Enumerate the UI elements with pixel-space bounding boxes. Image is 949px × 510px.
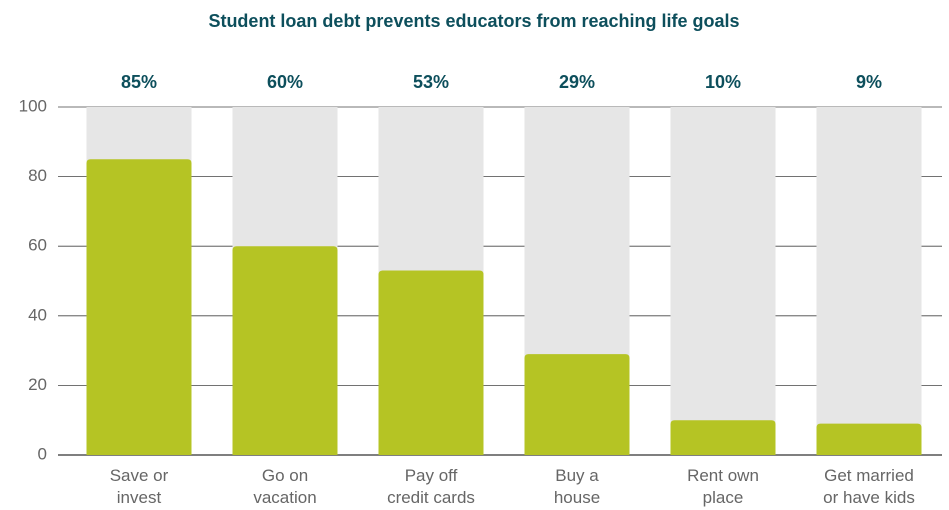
- x-tick-label-line: Pay off: [405, 466, 458, 485]
- x-tick-label-line: Go on: [262, 466, 308, 485]
- x-tick-label: Go on vacation: [253, 466, 316, 507]
- x-tick-label-line: Save or: [110, 466, 169, 485]
- y-tick-label: 20: [28, 375, 47, 394]
- x-tick-label-line: Buy a: [555, 466, 599, 485]
- x-tick-label-line: place: [703, 488, 744, 507]
- bar: [670, 420, 776, 455]
- bar-background: [670, 107, 776, 455]
- chart-title: Student loan debt prevents educators fro…: [208, 11, 739, 31]
- value-label: 85%: [121, 72, 157, 92]
- y-tick-label: 60: [28, 236, 47, 255]
- x-tick-label-line: house: [554, 488, 600, 507]
- y-tick-label: 0: [38, 444, 47, 463]
- value-label: 53%: [413, 72, 449, 92]
- x-tick-label-line: vacation: [253, 488, 316, 507]
- value-label: 9%: [856, 72, 882, 92]
- x-tick-label-line: credit cards: [387, 488, 475, 507]
- x-tick-label: Pay off credit cards: [387, 466, 475, 507]
- value-label: 29%: [559, 72, 595, 92]
- y-tick-label: 40: [28, 305, 47, 324]
- value-label: 10%: [705, 72, 741, 92]
- x-tick-label: Rent own place: [687, 466, 759, 507]
- x-tick-label-line: Rent own: [687, 466, 759, 485]
- bar: [86, 159, 192, 455]
- y-tick-label: 80: [28, 166, 47, 185]
- x-tick-label: Get married or have kids: [823, 466, 915, 507]
- bar-background: [816, 107, 922, 455]
- x-tick-label-line: invest: [117, 488, 162, 507]
- x-tick-label-line: Get married: [824, 466, 914, 485]
- bar: [232, 246, 338, 455]
- value-label: 60%: [267, 72, 303, 92]
- y-tick-label: 100: [19, 96, 47, 115]
- bar: [524, 354, 630, 455]
- x-tick-label-line: or have kids: [823, 488, 915, 507]
- bar: [816, 423, 922, 455]
- x-tick-label: Buy a house: [554, 466, 600, 507]
- bar: [378, 270, 484, 455]
- x-tick-label: Save or invest: [110, 466, 169, 507]
